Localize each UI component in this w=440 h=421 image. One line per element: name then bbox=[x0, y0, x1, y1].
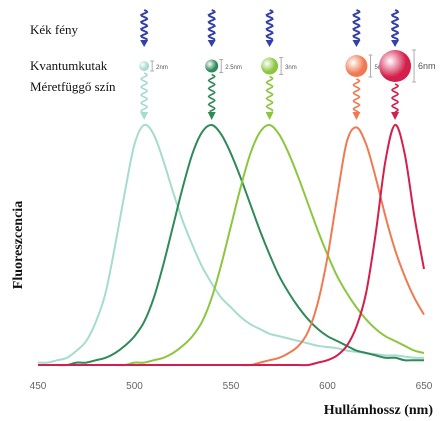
x-tick-label: 550 bbox=[223, 381, 240, 392]
spectrum-line bbox=[38, 125, 424, 365]
arrow-head bbox=[208, 40, 216, 47]
arrow-head bbox=[352, 112, 360, 120]
quantum-dot bbox=[261, 58, 278, 75]
emission-wave bbox=[141, 73, 147, 112]
size-bracket bbox=[279, 58, 283, 75]
excitation-wave bbox=[392, 10, 398, 40]
annotation: Kvantumkutak bbox=[30, 58, 108, 73]
arrow-head bbox=[140, 112, 148, 120]
size-bracket bbox=[412, 50, 416, 82]
emission-wave bbox=[392, 84, 398, 112]
size-label: 6nm bbox=[418, 61, 436, 71]
page: {"chart_data": { "type": "line", "annota… bbox=[0, 0, 440, 421]
chart: Kék fény Kvantumkutak Méretfüggő szín Fl… bbox=[0, 0, 440, 421]
x-tick-label: 500 bbox=[126, 381, 143, 392]
excitation-wave bbox=[354, 10, 360, 40]
arrow-head bbox=[266, 112, 274, 120]
spectrum-line bbox=[38, 125, 424, 365]
size-label: 2nm bbox=[156, 65, 168, 71]
emission-wave bbox=[353, 79, 359, 112]
spectrum-line bbox=[38, 125, 424, 363]
emission-wave bbox=[209, 75, 215, 112]
quantum-dot bbox=[139, 61, 149, 71]
x-tick-label: 650 bbox=[416, 381, 433, 392]
arrow-head bbox=[140, 40, 148, 47]
excitation-wave bbox=[141, 10, 147, 40]
annotation: Kék fény bbox=[30, 22, 79, 37]
x-tick-label: 450 bbox=[30, 381, 47, 392]
size-label: 3nm bbox=[285, 65, 297, 71]
arrow-head bbox=[352, 40, 360, 47]
size-bracket bbox=[368, 55, 372, 77]
arrow-head bbox=[266, 40, 274, 47]
quantum-dot bbox=[379, 50, 411, 82]
size-bracket bbox=[219, 60, 223, 73]
excitation-wave bbox=[267, 10, 273, 40]
arrow-head bbox=[208, 112, 216, 120]
spectrum-line bbox=[38, 125, 424, 365]
emission-wave bbox=[267, 77, 273, 112]
annotation: Méretfüggő szín bbox=[30, 79, 116, 94]
quantum-dot bbox=[345, 55, 367, 77]
size-bracket bbox=[150, 61, 154, 71]
size-label: 2.5nm bbox=[225, 65, 242, 71]
excitation-wave bbox=[209, 10, 215, 40]
arrow-head bbox=[391, 40, 399, 47]
arrow-head bbox=[391, 112, 399, 120]
quantum-dot bbox=[205, 60, 218, 73]
x-tick-label: 600 bbox=[319, 381, 336, 392]
y-axis-label: Fluoreszcencia bbox=[11, 201, 26, 289]
x-axis-label: Hullámhossz (nm) bbox=[324, 403, 434, 418]
spectrum-line bbox=[38, 127, 424, 365]
